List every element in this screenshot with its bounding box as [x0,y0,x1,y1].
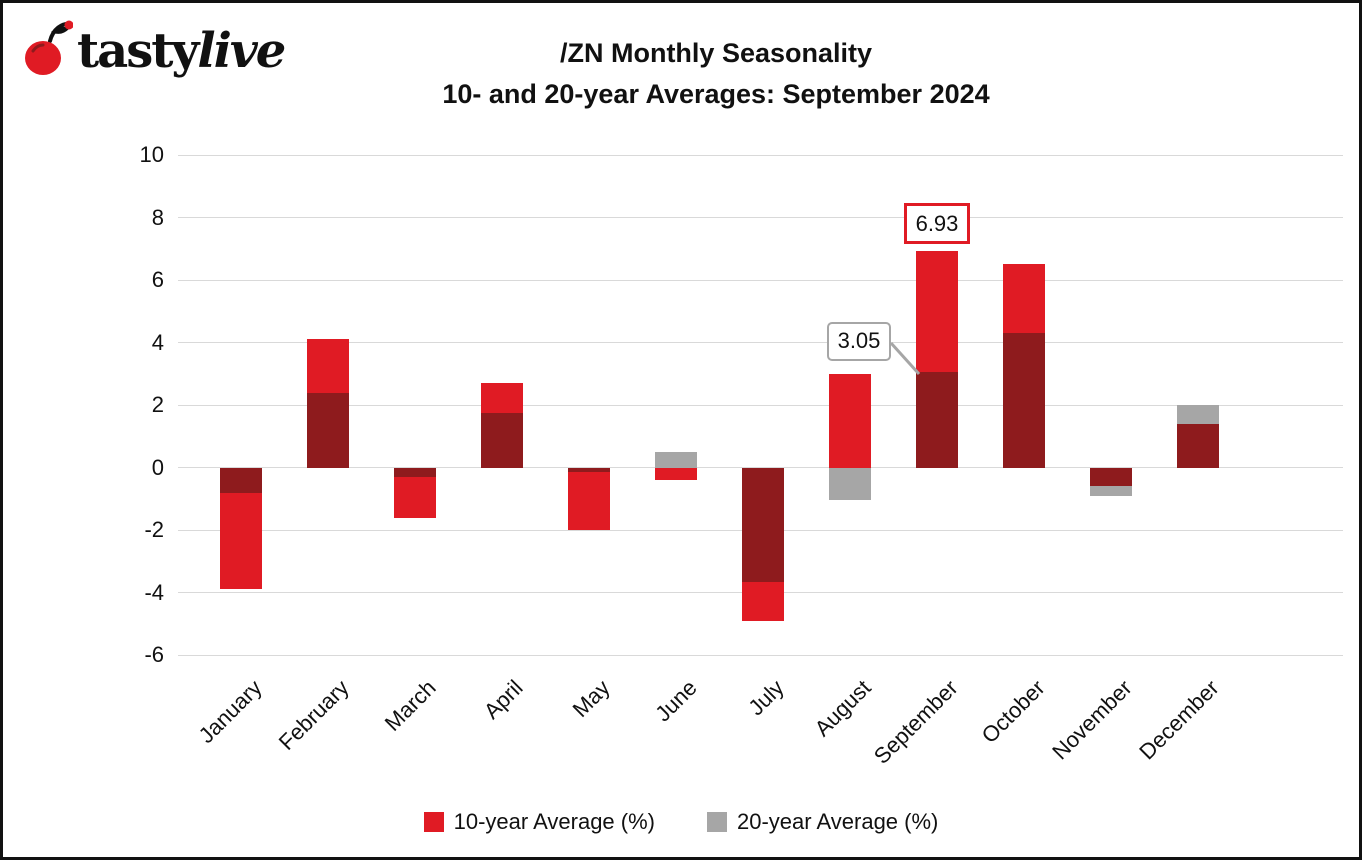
legend-item: 10-year Average (%) [423,809,655,835]
cherry-icon [23,19,74,82]
y-tick-label: 10 [139,142,164,167]
legend: 10-year Average (%) 20-year Average (%) [3,809,1359,835]
bar-10yr-august [828,373,871,468]
bar-10yr-february [306,339,349,393]
callout-connector-line [885,336,929,389]
tastylive-logo: tastylive [23,19,286,82]
bar-10yr-june [654,467,697,480]
bar-10yr-october [1002,264,1045,334]
gridline [178,279,1343,281]
chart-title-line1: /ZN Monthly Seasonality [559,38,873,68]
bar-10yr-september [915,250,958,373]
brand-live: live [197,22,286,79]
bar-overlap-december [1176,423,1219,468]
y-tick-label: -6 [144,642,164,667]
brand-tasty: tasty [77,22,199,79]
legend-item: 20-year Average (%) [707,809,938,835]
legend-label: 20-year Average (%) [737,809,939,834]
bar-10yr-april [480,383,523,413]
bar-overlap-march [393,467,436,477]
legend-swatch [423,812,444,832]
gridline [178,654,1343,656]
plot-area: 10 8 6 4 2 0 -2 -4 -6 January February March April Ma… [3,3,1359,857]
y-tick-label: 6 [151,267,164,292]
callout-10yr-value: 6.93 [904,203,970,244]
bar-20yr-december [1176,405,1219,424]
legend-label: 10-year Average (%) [453,809,655,834]
bar-overlap-february [306,392,349,468]
bar-10yr-july [741,581,784,621]
bar-overlap-november [1089,467,1132,487]
bar-overlap-january [219,467,262,493]
bar-overlap-july [741,467,784,582]
y-tick-label: 8 [151,204,164,230]
y-tick-label: -2 [144,517,164,542]
bar-20yr-august [828,467,871,501]
bar-20yr-november [1089,486,1132,496]
y-tick-label: -4 [144,579,164,605]
y-tick-label: 0 [151,454,164,480]
bar-10yr-march [393,476,436,518]
callout-20yr-value: 3.05 [827,322,891,361]
bar-overlap-october [1002,333,1045,468]
y-tick-label: 2 [151,392,164,417]
bar-10yr-january [219,492,262,590]
brand-wordmark: tastylive [77,27,286,75]
bar-overlap-april [480,412,523,468]
chart-title: /ZN Monthly Seasonality 10- and 20-year … [73,33,1359,115]
gridline [178,154,1343,156]
gridline [178,217,1343,218]
bar-overlap-september [915,372,958,468]
bar-10yr-may [567,472,610,530]
bar-20yr-june [654,451,697,468]
y-tick-label: 4 [151,329,164,355]
chart-title-line2: 10- and 20-year Averages: September 2024 [442,79,990,109]
legend-swatch [707,812,727,832]
bar-overlap-may [567,467,610,473]
gridline [178,342,1343,343]
gridline [178,404,1343,406]
